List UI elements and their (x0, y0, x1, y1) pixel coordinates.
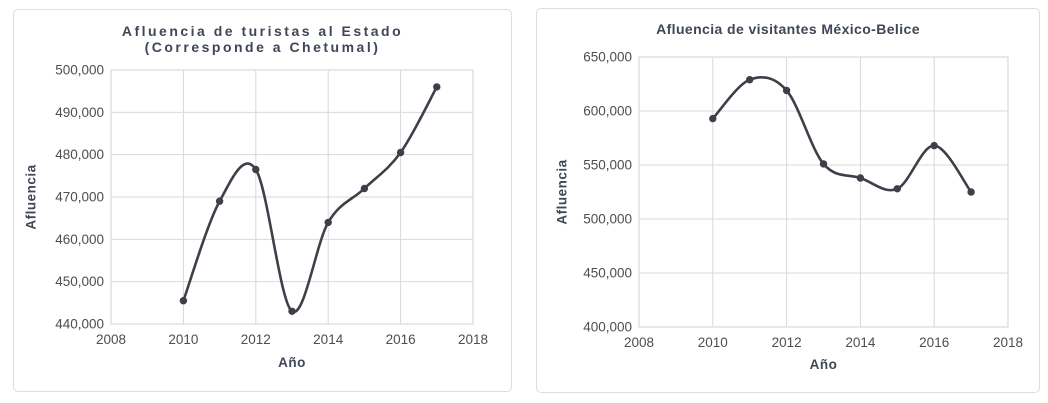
chart-title-line: Afluencia de visitantes México-Belice (656, 21, 920, 37)
svg-text:2018: 2018 (458, 332, 488, 347)
y-axis-label: Afluencia (554, 159, 570, 225)
svg-text:500,000: 500,000 (55, 63, 104, 78)
svg-text:490,000: 490,000 (55, 105, 104, 120)
svg-text:550,000: 550,000 (583, 158, 632, 173)
svg-text:2010: 2010 (698, 335, 728, 350)
svg-text:450,000: 450,000 (583, 266, 632, 281)
svg-text:480,000: 480,000 (55, 147, 104, 162)
chart-title-chetumal: Afluencia de turistas al Estado (Corresp… (14, 23, 511, 55)
chart-panel-chetumal: 440,000 450,000 460,000 470,000 480,000 490,0… (13, 9, 512, 392)
svg-text:500,000: 500,000 (583, 212, 632, 227)
x-axis-label: Año (278, 355, 306, 370)
chart-title-line: Afluencia de turistas al Estado (121, 23, 404, 39)
svg-text:450,000: 450,000 (55, 274, 104, 289)
mexico-belice-line-chart: 400,000 450,000 500,000 550,000 600,000 650,0… (583, 50, 1023, 351)
chart-title-line: (Corresponde a Chetumal) (144, 39, 381, 55)
chart-title-mexico-belice: Afluencia de visitantes México-Belice (537, 21, 1039, 37)
svg-text:2016: 2016 (919, 335, 949, 350)
svg-text:2008: 2008 (96, 332, 126, 347)
svg-text:2014: 2014 (313, 332, 344, 347)
svg-text:2010: 2010 (168, 332, 198, 347)
svg-text:440,000: 440,000 (55, 317, 104, 332)
chart-panel-mexico-belice: 400,000 450,000 500,000 550,000 600,000 650,0… (536, 8, 1040, 393)
x-axis-label: Año (809, 357, 838, 372)
svg-text:600,000: 600,000 (583, 104, 632, 119)
chetumal-line-chart: 440,000 450,000 460,000 470,000 480,000 490,0… (55, 63, 488, 348)
svg-text:470,000: 470,000 (55, 190, 104, 205)
svg-text:2018: 2018 (993, 335, 1023, 350)
svg-text:2016: 2016 (386, 332, 416, 347)
svg-text:2008: 2008 (624, 335, 654, 350)
svg-text:2014: 2014 (845, 335, 876, 350)
svg-text:400,000: 400,000 (583, 320, 632, 335)
y-axis-label: Afluencia (23, 164, 39, 230)
svg-text:2012: 2012 (772, 335, 802, 350)
svg-text:2012: 2012 (241, 332, 271, 347)
svg-text:650,000: 650,000 (583, 50, 632, 65)
svg-text:460,000: 460,000 (55, 232, 104, 247)
